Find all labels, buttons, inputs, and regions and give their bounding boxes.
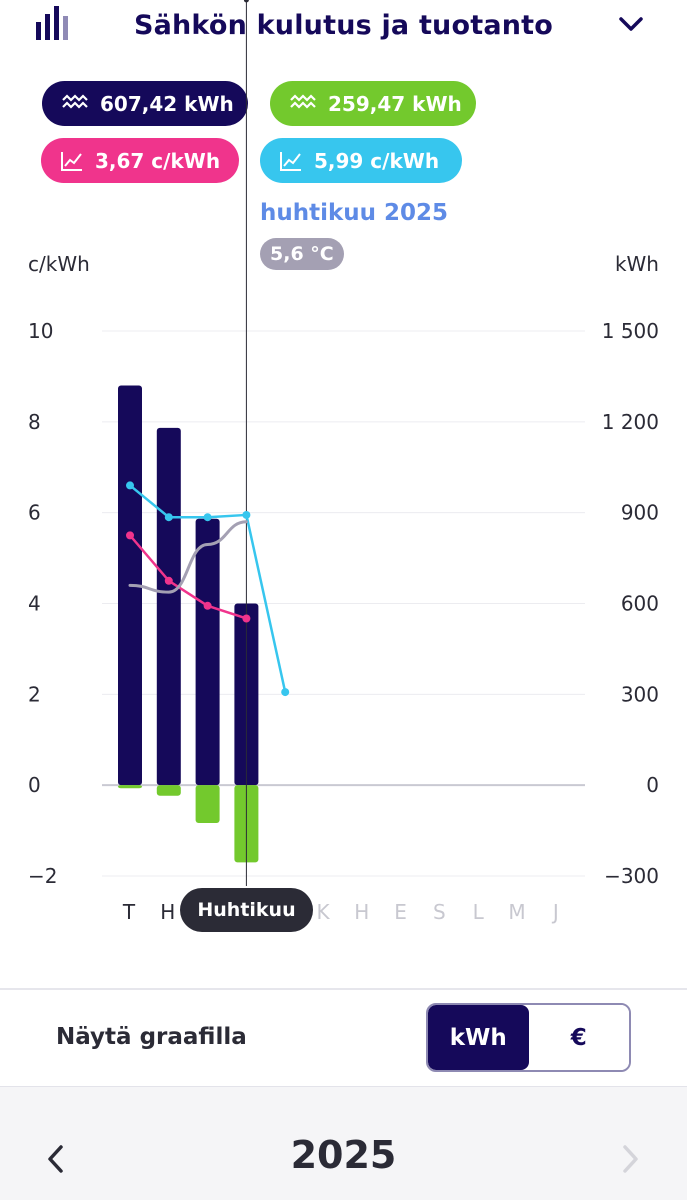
- spot-price-value: 5,99 c/kWh: [314, 148, 440, 173]
- month-label: E: [394, 900, 407, 924]
- chevron-down-icon[interactable]: [616, 14, 646, 36]
- month-tooltip: Huhtikuu: [180, 888, 313, 932]
- right-axis-tick-label: 300: [621, 682, 659, 706]
- production-bar: [156, 785, 181, 796]
- line-chart-icon: [61, 151, 82, 171]
- right-axis-tick-label: −300: [604, 864, 659, 888]
- average-price-badge[interactable]: 3,67 c/kWh: [41, 138, 239, 183]
- production-total-badge[interactable]: 259,47 kWh: [270, 81, 476, 126]
- production-total-value: 259,47 kWh: [328, 91, 462, 116]
- spot-price-badge[interactable]: 5,99 c/kWh: [260, 138, 462, 183]
- month-label: H: [160, 900, 175, 924]
- left-axis-tick-label: 4: [28, 592, 41, 616]
- price-line: [129, 534, 247, 620]
- unit-kwh-button[interactable]: kWh: [428, 1005, 529, 1070]
- right-axis-tick-label: 1 500: [602, 319, 659, 343]
- month-label: S: [433, 900, 446, 924]
- show-on-chart-label: Näytä graafilla: [56, 1024, 247, 1050]
- consumption-total-value: 607,42 kWh: [100, 91, 234, 116]
- right-axis-tick-label: 1 200: [602, 410, 659, 434]
- month-label: H: [354, 900, 369, 924]
- temperature-line: [128, 520, 248, 594]
- year-navigation: [0, 1086, 687, 1200]
- price-point: [203, 513, 212, 522]
- month-label: K: [316, 900, 330, 924]
- year-label: 2025: [290, 1133, 397, 1177]
- left-axis-unit: c/kWh: [28, 252, 90, 276]
- production-bar: [195, 785, 220, 824]
- temperature-badge: 5,6 °C: [260, 238, 344, 270]
- page-title: Sähkön kulutus ja tuotanto: [133, 10, 554, 41]
- price-point: [203, 601, 212, 610]
- production-bar: [118, 785, 142, 789]
- divider: [0, 988, 687, 990]
- electricity-icon: [290, 93, 316, 109]
- price-point: [164, 513, 173, 522]
- left-axis-tick-label: 2: [28, 682, 41, 706]
- month-label: T: [122, 900, 136, 924]
- consumption-bar: [195, 518, 220, 786]
- average-price-value: 3,67 c/kWh: [95, 148, 221, 173]
- unit-euro-button[interactable]: €: [528, 1005, 629, 1070]
- left-axis-tick-label: 0: [28, 773, 41, 797]
- consumption-bar: [156, 427, 181, 786]
- bar-chart-icon: [36, 6, 68, 40]
- left-axis-tick-label: 10: [28, 319, 53, 343]
- month-label: M: [508, 900, 525, 924]
- selection-line-dot: [243, 0, 249, 3]
- left-axis-tick-label: −2: [28, 864, 57, 888]
- right-axis-tick-label: 900: [621, 501, 659, 525]
- chevron-right-icon[interactable]: [618, 1142, 642, 1176]
- month-label: L: [473, 900, 485, 924]
- price-point: [164, 576, 173, 585]
- right-axis-tick-label: 600: [621, 592, 659, 616]
- selected-month-title: huhtikuu 2025: [260, 200, 449, 226]
- chevron-left-icon[interactable]: [44, 1142, 68, 1176]
- price-point: [281, 688, 290, 697]
- unit-toggle[interactable]: kWh €: [426, 1003, 631, 1072]
- price-point: [242, 614, 251, 623]
- right-axis-unit: kWh: [614, 252, 659, 276]
- electricity-icon: [62, 93, 88, 109]
- price-point: [126, 481, 134, 490]
- left-axis-tick-label: 6: [28, 501, 41, 525]
- consumption-total-badge[interactable]: 607,42 kWh: [42, 81, 248, 126]
- line-chart-icon: [280, 151, 301, 171]
- price-point: [242, 510, 251, 519]
- left-axis-tick-label: 8: [28, 410, 41, 434]
- price-point: [126, 531, 134, 540]
- month-label: J: [551, 900, 559, 924]
- header: Sähkön kulutus ja tuotanto: [0, 0, 687, 60]
- right-axis-tick-label: 0: [646, 773, 659, 797]
